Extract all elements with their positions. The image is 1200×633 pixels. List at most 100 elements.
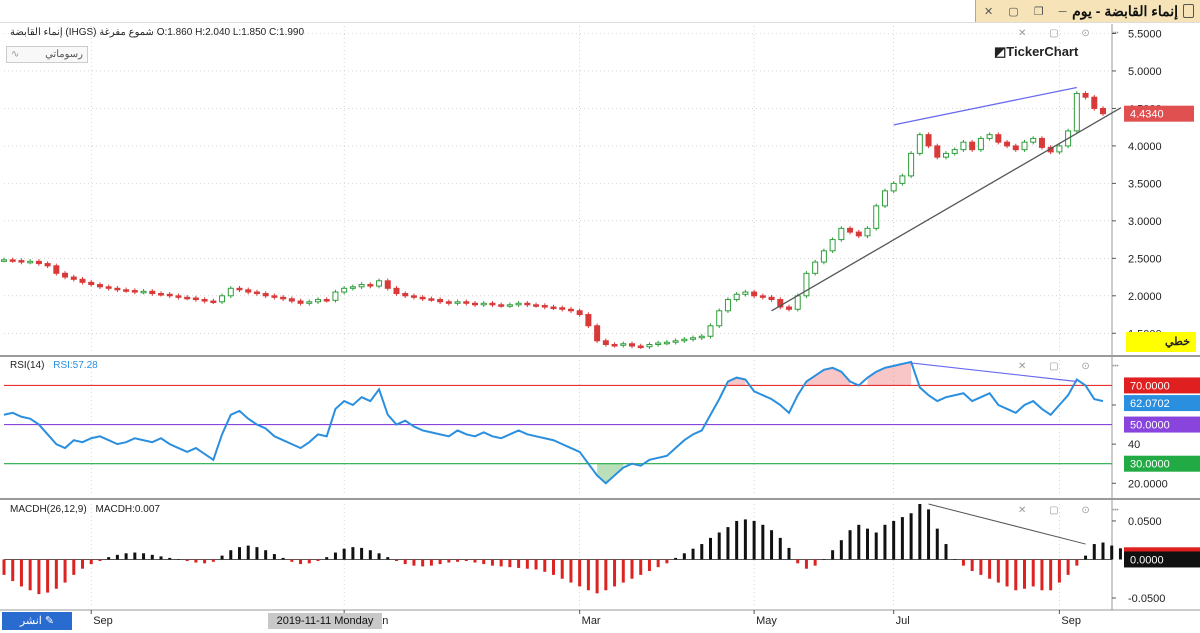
candle-body	[463, 301, 470, 304]
x-tick-label: Jul	[896, 615, 910, 627]
close-value: C:1.990	[269, 27, 305, 38]
candle-body	[428, 298, 435, 301]
y-tick-label: 3.5000	[1128, 178, 1162, 190]
rsi-panel-controls[interactable]: ✕ ▢ ⊙ ┅	[1018, 361, 1129, 372]
rsi-level-badge	[1124, 377, 1200, 394]
candle-body	[62, 272, 69, 278]
window-controls[interactable]: ✕ ▢ ❐ ─	[984, 6, 1073, 18]
macd-bar	[456, 559, 460, 562]
candle-body	[533, 304, 540, 307]
macd-bar	[211, 559, 215, 562]
macd-bar	[848, 530, 852, 560]
macd-bar	[246, 545, 250, 560]
macd-bar	[150, 554, 154, 560]
candle-body	[236, 287, 243, 291]
panel-separator-1[interactable]	[0, 355, 1200, 357]
macd-bar	[37, 559, 41, 595]
candle-body	[27, 260, 34, 264]
candle-body	[515, 302, 522, 306]
candle-body	[620, 343, 627, 346]
macd-bar	[238, 547, 241, 560]
macd-bar	[290, 559, 294, 562]
candle-body	[969, 141, 976, 151]
candle-body	[288, 298, 295, 302]
drawings-button[interactable]: ∿ رسوماتي	[6, 46, 88, 63]
candle-body	[332, 291, 339, 301]
macd-bar	[482, 559, 486, 565]
y-tick-label: 5.0000	[1128, 66, 1162, 78]
macd-bar	[81, 559, 84, 569]
macd-bar	[1040, 559, 1044, 591]
rsi-level-label: 50.0000	[1130, 420, 1170, 432]
candle-body	[986, 134, 993, 139]
candle-body	[184, 296, 191, 300]
macd-bar	[831, 550, 835, 560]
macd-bar	[595, 559, 599, 594]
panel-separator-2[interactable]	[0, 498, 1200, 500]
candle-body	[437, 299, 444, 303]
macd-bar	[107, 557, 111, 560]
macd-bar	[709, 537, 712, 560]
macd-bar	[927, 509, 931, 560]
candle-body	[341, 287, 348, 293]
macd-bar	[1057, 559, 1061, 583]
macd-bar	[691, 548, 695, 560]
x-tick-label: Mar	[582, 615, 601, 627]
candle-body	[271, 295, 278, 298]
share-label: انشر	[19, 615, 42, 627]
last-price-label: 4.4340	[1130, 109, 1164, 121]
rsi-last-label: 62.0702	[1130, 398, 1170, 410]
macd-bar	[1110, 545, 1114, 560]
macd-bar	[386, 557, 390, 560]
macd-bar	[333, 552, 337, 560]
brand-logo: ◩TickerChart	[994, 44, 1078, 60]
macd-zero-badge	[1124, 551, 1200, 568]
macd-bar	[220, 555, 224, 560]
macd-bar	[255, 547, 259, 560]
macd-bar	[787, 547, 791, 560]
scale-toggle-button[interactable]: خطي	[1126, 332, 1196, 352]
x-tick-label: May	[756, 615, 777, 627]
x-tick-label: Sep	[1061, 615, 1081, 627]
rsi-line	[3, 360, 1104, 485]
macd-bar	[735, 520, 739, 560]
macd-bar	[11, 559, 15, 582]
macd-bar	[28, 559, 32, 591]
candle-body	[777, 299, 784, 308]
macd-bar	[1049, 559, 1053, 591]
rsi-info: RSI(14) RSI:57.28	[10, 360, 98, 371]
candle-body	[123, 289, 130, 292]
candle-body	[960, 141, 967, 151]
macd-panel-controls[interactable]: ✕ ▢ ⊙ ┅	[1018, 505, 1129, 516]
macd-bar	[412, 559, 416, 566]
macd-bar	[639, 559, 643, 575]
candle-body	[323, 299, 330, 302]
macd-bar	[281, 557, 285, 560]
share-button[interactable]: انشر ✎	[2, 612, 72, 630]
macd-tick-label: -0.0500	[1128, 593, 1165, 605]
macd-bar	[822, 559, 826, 560]
y-tick-label: 3.0000	[1128, 216, 1162, 228]
candle-body	[131, 290, 138, 293]
macd-bar	[630, 559, 634, 579]
candle-body	[759, 295, 766, 298]
macd-bar	[543, 559, 547, 572]
macd-bar	[1075, 559, 1079, 566]
candle-body	[524, 302, 531, 306]
candle-body	[210, 300, 217, 304]
macd-bar	[421, 559, 425, 567]
pencil-icon: ✎	[44, 615, 55, 627]
candle-body	[742, 291, 749, 295]
rsi-level-badge	[1124, 455, 1200, 472]
macd-bar	[1118, 548, 1122, 560]
candle-body	[646, 344, 653, 348]
macd-bar	[395, 559, 398, 562]
candle-body	[550, 306, 557, 310]
macd-bar	[316, 559, 320, 562]
candle-body	[602, 340, 609, 346]
chart-logo-icon: ◩	[994, 44, 1007, 59]
macd-bar	[142, 553, 146, 560]
candle-body	[1100, 107, 1106, 115]
macd-bar	[778, 537, 782, 560]
